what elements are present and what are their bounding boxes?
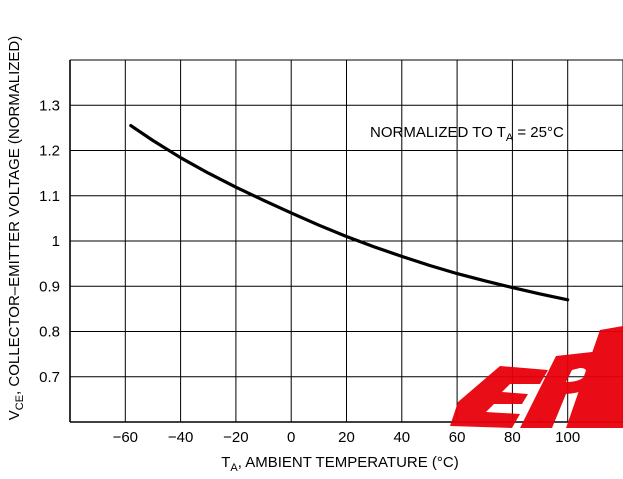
y-tick-label: 1.1 bbox=[39, 188, 60, 205]
series-layer bbox=[129, 124, 570, 302]
x-tick-label: −40 bbox=[168, 429, 193, 446]
x-tick-label: 20 bbox=[338, 429, 355, 446]
gridlines bbox=[69, 59, 623, 423]
watermark: EPM bbox=[450, 326, 623, 428]
watermark-glyph-e bbox=[450, 366, 548, 428]
watermark-glyph-p bbox=[520, 352, 607, 428]
x-tick-label: 0 bbox=[287, 429, 295, 446]
y-axis-title: VCE, COLLECTOR–EMITTER VOLTAGE (NORMALIZ… bbox=[6, 36, 26, 421]
y-tick-label: 0.9 bbox=[39, 278, 60, 295]
y-tick-label: 1.2 bbox=[39, 143, 60, 160]
x-tick-label: −60 bbox=[113, 429, 138, 446]
watermark-text: EPM bbox=[540, 419, 542, 421]
x-tick-label: 80 bbox=[504, 429, 521, 446]
normalization-note: NORMALIZED TO TA = 25°C bbox=[370, 124, 564, 144]
series-line bbox=[129, 124, 570, 302]
x-tick-label: 40 bbox=[393, 429, 410, 446]
x-tick-label: 60 bbox=[449, 429, 466, 446]
y-tick-label: 1.3 bbox=[39, 97, 60, 114]
y-tick-label: 1 bbox=[52, 233, 60, 250]
y-tick-label: 0.8 bbox=[39, 324, 60, 341]
x-axis-title: TA, AMBIENT TEMPERATURE (°C) bbox=[221, 454, 459, 474]
y-tick-labels: 0.7 0.8 0.9 1 1.1 1.2 1.3 bbox=[39, 97, 60, 386]
plot-area bbox=[69, 59, 623, 423]
watermark-glyph-m bbox=[566, 326, 623, 428]
y-tick-label: 0.7 bbox=[39, 369, 60, 386]
x-tick-labels: −60 −40 −20 0 20 40 60 80 100 bbox=[113, 429, 581, 446]
x-tick-label: −20 bbox=[223, 429, 248, 446]
x-tick-label: 100 bbox=[555, 429, 580, 446]
